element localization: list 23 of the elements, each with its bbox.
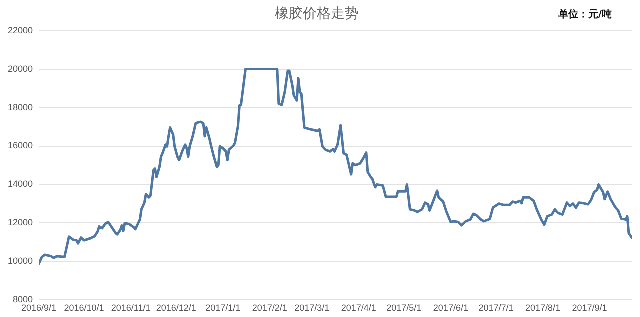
y-tick-label: 22000	[8, 25, 34, 36]
x-tick-label: 2016/10/1	[64, 303, 104, 314]
x-tick-label: 2017/4/1	[341, 303, 376, 314]
y-tick-label: 8000	[12, 294, 34, 305]
x-tick-label: 2017/3/1	[294, 303, 330, 314]
text: 单位：元/吨	[557, 8, 612, 21]
x-tick-label: 2017/5/1	[386, 303, 422, 314]
y-tick-label: 12000	[8, 218, 34, 228]
x-tick-label: 2017/1/1	[206, 303, 241, 314]
x-tick-label: 2016/9/1	[22, 303, 57, 314]
y-tick-label: 18000	[8, 102, 34, 112]
x-tick-label: 2016/12/1	[156, 303, 196, 314]
x-tick-label: 2017/7/1	[478, 303, 514, 314]
chart-title: 橡胶价格走势	[275, 6, 359, 22]
x-tick-label: 2017/8/1	[525, 303, 560, 314]
x-tick-label: 2017/9/1	[572, 303, 608, 314]
x-tick-label: 2017/2/1	[252, 303, 288, 314]
y-tick-label: 14000	[8, 179, 34, 190]
y-tick-label: 10000	[8, 256, 34, 266]
x-tick-label: 2016/11/1	[111, 303, 151, 314]
y-tick-label: 20000	[8, 64, 34, 74]
x-tick-label: 2017/6/1	[433, 303, 468, 314]
y-tick-label: 16000	[8, 140, 34, 151]
